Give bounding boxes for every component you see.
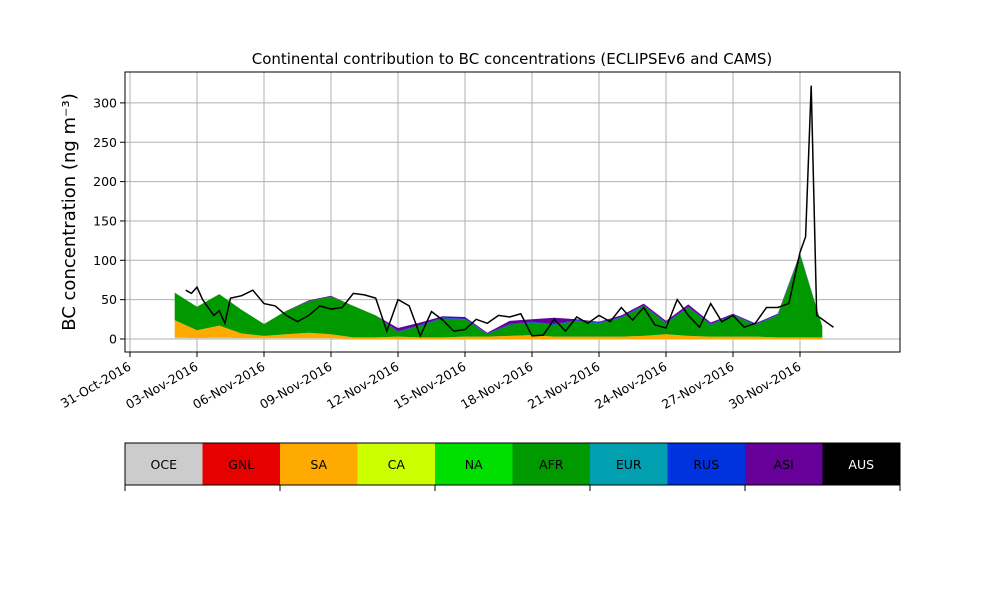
legend-swatch-na (435, 443, 513, 485)
total-line (185, 85, 834, 338)
legend-label-gnl: GNL (228, 457, 254, 472)
plot-frame (124, 71, 901, 353)
legend-label-oce: OCE (151, 457, 178, 472)
legend-label-na: NA (465, 457, 483, 472)
legend-label-asi: ASI (774, 457, 794, 472)
y-tick-label: 300 (93, 95, 117, 110)
area-sa (174, 320, 823, 339)
chart-title: Continental contribution to BC concentra… (252, 50, 773, 68)
y-axis: 0 50 100 150 200 250 300 (93, 95, 125, 347)
area-afr (174, 254, 823, 338)
legend-frame (124, 442, 901, 486)
y-tick-label: 50 (101, 292, 117, 307)
legend-swatch-aus (822, 443, 901, 485)
stacked-areas (174, 253, 823, 339)
legend-swatch-eur (590, 443, 668, 485)
y-tick-label: 150 (93, 213, 117, 228)
legend-label-sa: SA (310, 457, 327, 472)
y-tick-label: 250 (93, 135, 117, 150)
legend-swatch-asi (745, 443, 823, 485)
y-axis-label: BC concentration (ng m⁻³) (59, 93, 80, 331)
y-tick-label: 200 (93, 174, 117, 189)
legend-label-afr: AFR (539, 457, 564, 472)
area-oce (174, 337, 823, 339)
legend-swatch-afr (512, 443, 591, 485)
y-tick-label: 100 (93, 253, 117, 268)
legend-label-ca: CA (388, 457, 406, 472)
legend-colorbar: OCE GNL SA CA NA AFR EUR RUS ASI AUS (124, 442, 901, 491)
legend-label-aus: AUS (848, 457, 874, 472)
legend-swatch-gnl (202, 443, 281, 485)
legend-swatch-oce (125, 443, 203, 485)
legend-swatch-ca (357, 443, 436, 485)
legend-swatch-rus (667, 443, 746, 485)
legend-label-rus: RUS (693, 457, 719, 472)
y-tick-label: 0 (109, 332, 117, 347)
legend-label-eur: EUR (616, 457, 642, 472)
legend-swatch-sa (280, 443, 358, 485)
